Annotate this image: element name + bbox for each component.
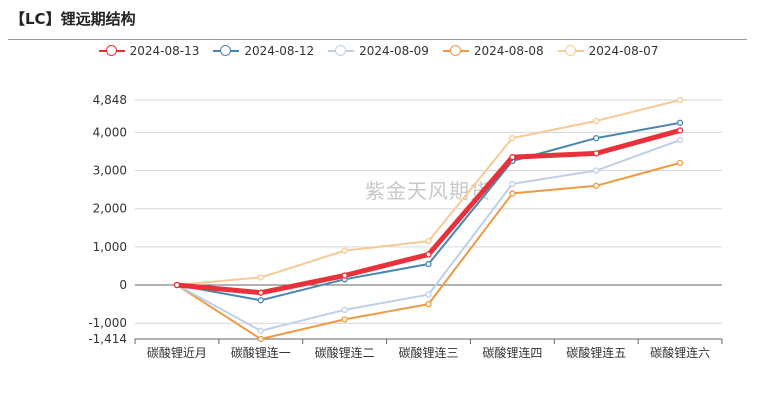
data-point xyxy=(341,306,348,313)
legend-label: 2024-08-13 xyxy=(129,44,200,58)
data-point xyxy=(676,127,684,134)
data-point xyxy=(593,134,600,142)
legend-item[interactable]: 2024-08-09 xyxy=(328,44,429,58)
data-point xyxy=(593,182,600,189)
legend-label: 2024-08-08 xyxy=(473,44,544,58)
data-point xyxy=(257,327,264,334)
y-tick-label: 3,000 xyxy=(93,164,127,178)
title-divider xyxy=(8,39,747,40)
data-point xyxy=(425,251,432,258)
data-point xyxy=(676,96,684,104)
legend-item[interactable]: 2024-08-08 xyxy=(442,44,544,58)
legend-swatch-icon xyxy=(442,45,469,57)
x-tick-label: 碳酸锂连二 xyxy=(315,345,375,360)
data-point xyxy=(509,134,516,142)
x-tick-label: 碳酸锂连四 xyxy=(482,345,542,360)
y-tick-label: 4,000 xyxy=(93,125,127,139)
legend-item[interactable]: 2024-08-07 xyxy=(557,44,659,58)
series-line xyxy=(176,128,681,296)
legend-swatch-icon xyxy=(557,45,584,57)
y-tick-label: 2,000 xyxy=(93,202,127,216)
data-point xyxy=(509,190,516,197)
data-point xyxy=(676,159,684,167)
data-point xyxy=(593,167,600,174)
data-point xyxy=(257,274,264,281)
x-tick-label: 碳酸锂连一 xyxy=(231,345,291,360)
data-point xyxy=(341,316,348,323)
data-point xyxy=(257,289,264,296)
legend-label: 2024-08-07 xyxy=(588,44,659,58)
data-point xyxy=(257,297,264,304)
data-point xyxy=(425,300,432,308)
data-point xyxy=(676,119,684,126)
x-tick-label: 碳酸锂连三 xyxy=(398,345,458,360)
legend: 2024-08-13 2024-08-12 2024-08-09 2024-08-08… xyxy=(0,41,757,61)
data-point xyxy=(509,154,516,161)
chart-title: 【LC】锂远期结构 xyxy=(10,10,136,28)
data-point xyxy=(509,180,516,188)
y-tick-label: -1,414 xyxy=(88,332,127,346)
x-tick-label: 碳酸锂连五 xyxy=(566,345,626,360)
y-tick-label: 4,848 xyxy=(93,93,127,107)
legend-swatch-icon xyxy=(328,45,355,57)
legend-label: 2024-08-12 xyxy=(244,44,315,58)
legend-item[interactable]: 2024-08-13 xyxy=(98,44,200,58)
legend-swatch-icon xyxy=(98,45,125,57)
data-point xyxy=(341,272,348,279)
data-point xyxy=(173,281,181,289)
x-tick-label: 碳酸锂连六 xyxy=(650,345,710,360)
data-point xyxy=(341,247,348,254)
x-tick-label: 碳酸锂近月 xyxy=(147,345,207,360)
watermark-text: 紫金天风期货 xyxy=(365,179,491,203)
data-point xyxy=(425,291,432,298)
legend-item[interactable]: 2024-08-12 xyxy=(213,44,314,58)
legend-label: 2024-08-09 xyxy=(359,44,429,58)
data-point xyxy=(676,136,684,144)
data-point xyxy=(593,150,600,157)
data-point xyxy=(425,260,432,268)
y-tick-label: -1,000 xyxy=(88,316,127,330)
data-point xyxy=(425,237,432,245)
data-point xyxy=(593,117,600,125)
y-tick-label: 0 xyxy=(119,278,127,292)
y-tick-label: 1,000 xyxy=(93,240,127,254)
legend-swatch-icon xyxy=(213,45,240,57)
data-point xyxy=(257,335,264,343)
